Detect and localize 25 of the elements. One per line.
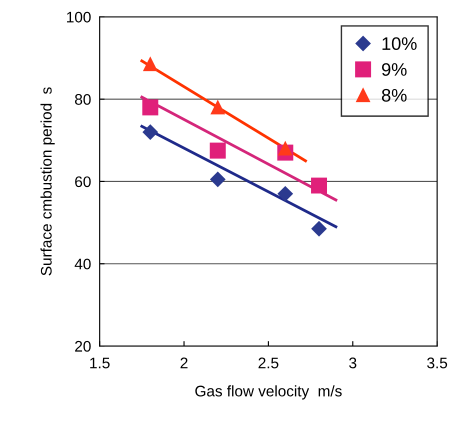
y-tick-label: 80 xyxy=(75,94,91,105)
legend-label: 10% xyxy=(382,37,417,50)
point xyxy=(311,178,328,194)
point xyxy=(210,100,225,114)
x-tick-label: 3 xyxy=(349,358,356,368)
point xyxy=(142,99,158,116)
x-tick-label: 2 xyxy=(180,358,188,368)
y-tick-label: 100 xyxy=(67,12,91,23)
point xyxy=(210,172,226,187)
point xyxy=(210,142,226,159)
y-tick-label: 20 xyxy=(75,340,91,352)
y-tick-label: 40 xyxy=(74,258,91,270)
point xyxy=(143,57,158,72)
legend-label: 8% xyxy=(382,88,407,102)
x-tick-label: 3.5 xyxy=(427,358,448,368)
x-axis-title: Gas flow velocity m/s xyxy=(195,385,342,400)
point xyxy=(311,221,327,236)
y-tick-label: 60 xyxy=(75,176,91,188)
x-tick-label: 2.5 xyxy=(258,358,278,368)
x-tick-label: 1.5 xyxy=(90,358,110,368)
legend-label: 9% xyxy=(382,63,407,76)
point xyxy=(278,186,293,202)
point xyxy=(278,142,292,156)
point xyxy=(142,124,158,140)
y-axis-title: Surface cmbustion period s xyxy=(40,87,55,276)
